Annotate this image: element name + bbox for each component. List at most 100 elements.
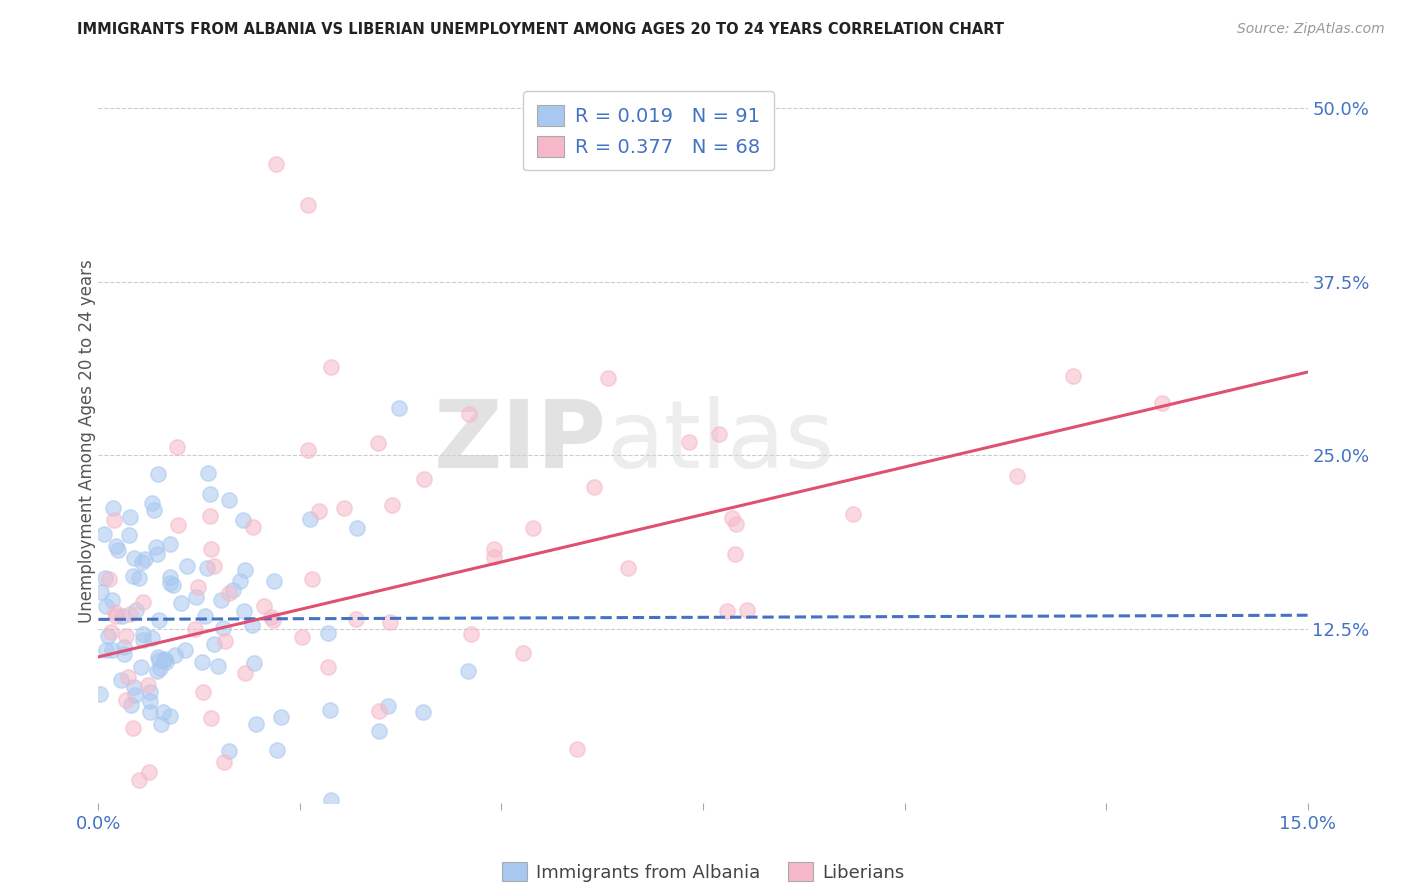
- Point: [149, 661, 172, 675]
- Point: [104, 605, 127, 619]
- Point: [128, 772, 150, 787]
- Point: [131, 556, 153, 570]
- Point: [297, 443, 319, 458]
- Legend: Immigrants from Albania, Liberians: Immigrants from Albania, Liberians: [502, 863, 904, 882]
- Point: [318, 660, 340, 674]
- Point: [132, 595, 155, 609]
- Point: [94, 599, 117, 613]
- Point: [198, 487, 221, 501]
- Point: [346, 521, 368, 535]
- Point: [218, 585, 240, 599]
- Point: [146, 467, 169, 482]
- Point: [150, 717, 173, 731]
- Point: [211, 621, 233, 635]
- Point: [841, 507, 863, 521]
- Point: [193, 685, 215, 699]
- Point: [122, 569, 145, 583]
- Point: [94, 571, 117, 585]
- Point: [159, 537, 181, 551]
- Point: [165, 648, 187, 662]
- Point: [122, 550, 145, 565]
- Point: [368, 724, 391, 739]
- Point: [202, 559, 225, 574]
- Point: [207, 658, 229, 673]
- Point: [264, 156, 287, 170]
- Point: [243, 656, 266, 670]
- Point: [1062, 368, 1084, 383]
- Point: [567, 742, 589, 756]
- Point: [129, 660, 152, 674]
- Point: [332, 500, 354, 515]
- Point: [184, 590, 207, 604]
- Point: [270, 709, 292, 723]
- Point: [1152, 396, 1174, 410]
- Point: [233, 665, 256, 680]
- Point: [155, 651, 177, 665]
- Point: [104, 539, 127, 553]
- Point: [218, 744, 240, 758]
- Point: [184, 622, 207, 636]
- Point: [381, 498, 404, 512]
- Text: IMMIGRANTS FROM ALBANIA VS LIBERIAN UNEMPLOYMENT AMONG AGES 20 TO 24 YEARS CORRE: IMMIGRANTS FROM ALBANIA VS LIBERIAN UNEM…: [77, 22, 1004, 37]
- Point: [138, 764, 160, 779]
- Point: [141, 631, 163, 645]
- Point: [378, 615, 401, 629]
- Point: [202, 637, 225, 651]
- Point: [94, 642, 117, 657]
- Point: [143, 503, 166, 517]
- Point: [134, 552, 156, 566]
- Point: [377, 698, 399, 713]
- Point: [735, 603, 758, 617]
- Point: [114, 693, 136, 707]
- Point: [233, 563, 256, 577]
- Point: [159, 576, 181, 591]
- Point: [146, 650, 169, 665]
- Point: [118, 509, 141, 524]
- Point: [319, 793, 342, 807]
- Point: [482, 542, 505, 557]
- Point: [166, 517, 188, 532]
- Point: [214, 634, 236, 648]
- Point: [229, 574, 252, 589]
- Point: [169, 596, 191, 610]
- Point: [232, 513, 254, 527]
- Point: [136, 678, 159, 692]
- Point: [97, 629, 120, 643]
- Point: [290, 630, 312, 644]
- Point: [457, 664, 479, 678]
- Point: [707, 426, 730, 441]
- Point: [316, 626, 339, 640]
- Point: [139, 706, 162, 720]
- Point: [114, 629, 136, 643]
- Point: [200, 508, 222, 523]
- Point: [100, 625, 122, 640]
- Point: [159, 708, 181, 723]
- Point: [266, 743, 288, 757]
- Point: [298, 512, 321, 526]
- Point: [148, 652, 170, 666]
- Point: [716, 604, 738, 618]
- Point: [132, 633, 155, 648]
- Point: [117, 670, 139, 684]
- Point: [200, 711, 222, 725]
- Point: [240, 618, 263, 632]
- Point: [721, 510, 744, 524]
- Point: [460, 627, 482, 641]
- Text: Source: ZipAtlas.com: Source: ZipAtlas.com: [1237, 22, 1385, 37]
- Point: [112, 647, 135, 661]
- Point: [297, 198, 319, 212]
- Point: [308, 503, 330, 517]
- Point: [101, 592, 124, 607]
- Point: [319, 703, 342, 717]
- Point: [458, 407, 481, 421]
- Point: [191, 656, 214, 670]
- Point: [482, 550, 505, 565]
- Point: [97, 572, 120, 586]
- Point: [242, 520, 264, 534]
- Point: [512, 646, 534, 660]
- Point: [245, 717, 267, 731]
- Point: [128, 571, 150, 585]
- Point: [413, 472, 436, 486]
- Point: [617, 561, 640, 575]
- Point: [212, 756, 235, 770]
